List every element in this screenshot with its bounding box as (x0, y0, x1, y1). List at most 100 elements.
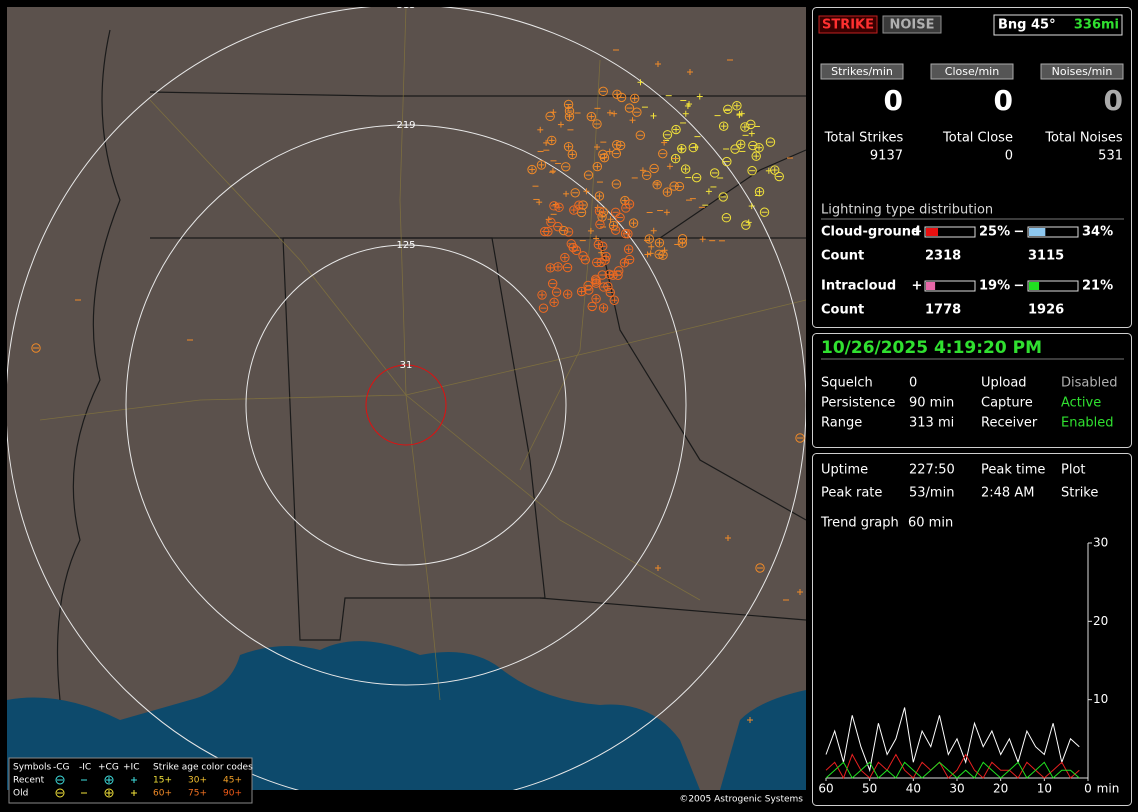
stat-cell: Plot (1061, 463, 1086, 478)
strike-symbol (718, 192, 728, 202)
rate-label: Close/min (945, 65, 999, 78)
strike-symbol (658, 148, 668, 159)
strike-symbol (751, 151, 761, 161)
strike-symbol (554, 202, 564, 213)
strike-symbol (691, 172, 702, 183)
strike-symbol (563, 141, 574, 152)
ring-label: 313 (396, 0, 415, 11)
setting-cell: Capture (981, 396, 1033, 411)
strike-button[interactable] (818, 15, 878, 34)
setting-cell: Enabled (1061, 416, 1114, 431)
strike-symbol (553, 262, 563, 272)
gulf-water (7, 641, 806, 790)
strike-symbol (562, 262, 573, 273)
symbol-ring (569, 205, 579, 215)
legend-symbol (104, 788, 114, 798)
symbol-ring (635, 130, 646, 140)
symbol-ring (527, 164, 537, 175)
percent-label: 25% (979, 225, 1010, 240)
strike-symbol (623, 229, 633, 239)
strike-symbol (562, 289, 573, 299)
strike-symbol (677, 238, 688, 248)
percent-label: 21% (1082, 279, 1113, 294)
strike-symbol (537, 126, 544, 133)
strike-symbol (755, 563, 765, 573)
strike-symbol (597, 270, 607, 280)
count-label: Count (821, 249, 864, 264)
strike-symbol (595, 219, 605, 230)
symbol-ring (55, 788, 65, 798)
trend-window: 60 min (908, 516, 953, 531)
strike-symbol (649, 163, 659, 174)
strike-symbol (748, 130, 755, 137)
symbol-ring (31, 343, 41, 353)
symbol-ring (670, 153, 681, 164)
legend-header: +IC (123, 763, 139, 773)
strike-symbol (563, 190, 570, 197)
symbol-ring (55, 775, 65, 785)
symbol-ring (548, 278, 558, 289)
strike-symbol (632, 107, 642, 117)
symbol-ring (658, 148, 668, 159)
strike-symbol (732, 101, 742, 111)
symbol-ring (576, 286, 587, 297)
legend-header: Strike age color codes (153, 763, 253, 773)
symbol-ring (654, 238, 665, 248)
strike-symbol (592, 161, 603, 172)
symbol-ring (610, 225, 621, 235)
symbol-ring (611, 148, 622, 159)
percent-track (1027, 226, 1079, 238)
strike-symbol (661, 139, 668, 146)
strike-symbol (605, 287, 615, 298)
strike-symbol (615, 212, 625, 223)
symbol-ring (629, 93, 640, 104)
strike-symbol (606, 148, 613, 155)
total-label: Total Noises (1044, 131, 1123, 146)
strike-symbol (662, 130, 673, 140)
symbol-ring (759, 207, 770, 217)
y-tick-label: 20 (1093, 614, 1108, 628)
strike-symbol (709, 168, 720, 178)
strike-symbol (611, 179, 622, 189)
symbol-ring (680, 164, 691, 174)
sign: + (912, 225, 923, 240)
strike-symbol (578, 251, 588, 261)
noise-button[interactable] (882, 15, 942, 34)
road (519, 59, 601, 471)
symbol-ring (658, 250, 668, 260)
rate-value: 0 (884, 84, 903, 117)
strike-symbol (549, 168, 556, 175)
symbol-ring (623, 229, 633, 239)
symbol-ring (578, 251, 588, 261)
distribution-label: Intracloud (821, 279, 896, 294)
symbol-ring (593, 239, 604, 250)
strike-symbol (543, 226, 553, 237)
bearing: Bng 45° (998, 18, 1056, 33)
strike-symbol (560, 252, 570, 263)
strike-symbol (637, 79, 644, 86)
count-label: Count (821, 303, 864, 318)
symbol-ring (755, 563, 765, 573)
symbol-ring (751, 151, 761, 161)
symbol-ring (624, 103, 635, 113)
strike-symbol (608, 220, 619, 231)
strike-symbols (31, 49, 805, 723)
legend-header: -CG (53, 763, 70, 773)
symbol-ring (765, 137, 776, 147)
legend-box (8, 757, 253, 804)
strike-symbol (545, 263, 556, 273)
x-tick-label: 20 (993, 782, 1008, 796)
strike-symbol (641, 170, 652, 181)
stat-cell: Uptime (821, 463, 868, 478)
strike-symbol (607, 216, 614, 223)
strike-symbol (688, 142, 699, 153)
symbol-ring (554, 202, 564, 213)
setting-cell: Active (1061, 396, 1101, 411)
strike-symbol (599, 282, 609, 292)
range-ring (365, 364, 447, 446)
strike-symbol (730, 144, 740, 154)
setting-cell: Squelch (821, 376, 873, 391)
symbol-ring (624, 254, 635, 265)
strike-symbol (795, 433, 805, 443)
y-tick-label: 30 (1093, 536, 1108, 550)
